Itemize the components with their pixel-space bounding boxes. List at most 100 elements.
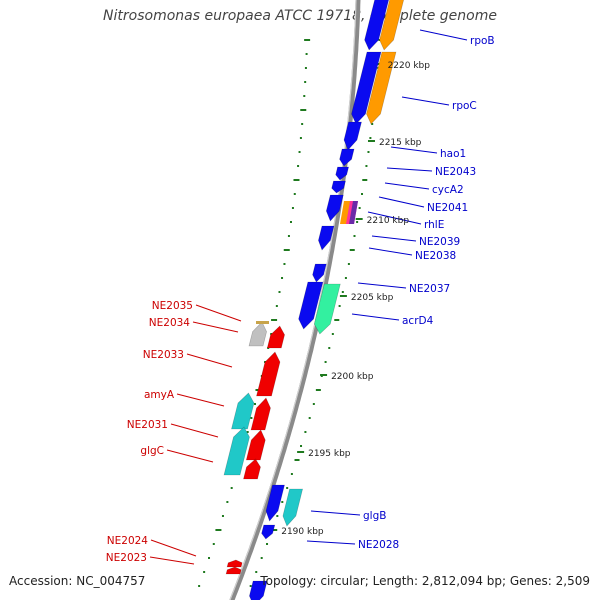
outer-tick xyxy=(365,165,368,167)
reverse-gene-label: glgC xyxy=(140,445,164,457)
inner-tick xyxy=(250,417,253,419)
outer-tick xyxy=(341,291,344,293)
kbp-label: 2210 kbp xyxy=(367,216,410,226)
inner-tick xyxy=(253,403,256,405)
forward-gene-label: NE2028 xyxy=(358,539,399,551)
reverse-gene-arrow xyxy=(226,559,243,568)
forward-gene-arrow xyxy=(318,225,335,251)
outer-tick xyxy=(356,221,359,223)
forward-leader-line xyxy=(378,196,425,208)
outer-tick xyxy=(369,137,372,139)
outer-tick xyxy=(367,151,370,153)
gene-cap xyxy=(256,321,269,324)
inner-tick xyxy=(305,53,308,55)
reverse-gene-arrow xyxy=(225,566,242,575)
reverse-leader-line xyxy=(166,449,214,463)
inner-tick xyxy=(293,179,300,181)
forward-gene-arrow xyxy=(313,283,341,335)
forward-leader-line xyxy=(367,211,422,225)
topology-text: Topology: circular; Length: 2,812,094 bp… xyxy=(260,574,590,588)
outer-tick xyxy=(249,585,252,587)
forward-gene-label: NE2037 xyxy=(409,283,450,295)
reverse-gene-label: NE2023 xyxy=(106,552,147,564)
inner-tick xyxy=(221,515,224,517)
kbp-label: 2220 kbp xyxy=(388,61,431,71)
forward-leader-line xyxy=(384,182,430,190)
inner-tick xyxy=(208,557,211,559)
forward-gene-arrow xyxy=(325,194,344,222)
outer-tick xyxy=(334,319,340,321)
kbp-major-tick xyxy=(355,218,363,220)
kbp-label: 2195 kbp xyxy=(308,449,351,459)
outer-tick xyxy=(324,361,327,363)
reverse-leader-line xyxy=(186,353,233,368)
outer-tick xyxy=(331,333,334,335)
rhlE-block-accent xyxy=(349,201,358,224)
forward-leader-line xyxy=(368,247,413,256)
inner-tick xyxy=(304,81,307,83)
outer-tick xyxy=(276,515,279,517)
inner-tick xyxy=(299,137,302,139)
forward-gene-label: NE2041 xyxy=(427,202,468,214)
forward-gene-label: rhlE xyxy=(424,219,444,231)
inner-tick xyxy=(230,487,233,489)
forward-gene-arrow xyxy=(282,488,303,527)
kbp-major-tick xyxy=(270,529,278,531)
forward-gene-arrow xyxy=(335,166,349,181)
reverse-leader-line xyxy=(150,539,197,557)
forward-leader-line xyxy=(306,540,356,545)
reverse-leader-line xyxy=(176,393,225,407)
reverse-gene-arrow xyxy=(250,397,271,431)
forward-gene-label: NE2038 xyxy=(415,250,456,262)
inner-tick xyxy=(298,151,301,153)
kbp-label: 2215 kbp xyxy=(379,138,422,148)
feature-layer xyxy=(223,0,404,600)
inner-tick xyxy=(304,39,311,41)
outer-tick xyxy=(308,417,311,419)
outer-tick xyxy=(371,123,374,125)
inner-tick xyxy=(289,221,292,223)
forward-leader-line xyxy=(351,313,400,321)
forward-gene-label: NE2039 xyxy=(419,236,460,248)
reverse-leader-line xyxy=(149,556,195,565)
forward-gene-arrow xyxy=(339,148,355,167)
inner-tick xyxy=(303,95,306,97)
outer-tick xyxy=(338,305,341,307)
forward-gene-arrow xyxy=(265,484,285,522)
inner-tick xyxy=(278,291,281,293)
outer-tick xyxy=(349,249,355,251)
reverse-gene-arrow xyxy=(248,321,267,347)
forward-gene-label: rpoB xyxy=(470,35,495,47)
forward-gene-label: glgB xyxy=(363,510,386,522)
kbp-label: 2190 kbp xyxy=(281,527,324,537)
outer-tick xyxy=(353,235,356,237)
reverse-gene-label: NE2034 xyxy=(149,317,191,329)
reverse-gene-arrow xyxy=(243,458,261,480)
inner-tick xyxy=(275,305,278,307)
label-layer: 2220 kbp 2215 kbp 2210 kbp 2205 kbp 2200 kbp… xyxy=(106,35,495,564)
forward-gene-arrow xyxy=(331,180,346,194)
forward-gene-label: NE2043 xyxy=(435,166,476,178)
leader-line-layer xyxy=(149,29,468,565)
outer-tick xyxy=(281,501,284,503)
kbp-label: 2200 kbp xyxy=(331,372,374,382)
forward-gene-arrow xyxy=(298,281,324,330)
forward-gene-arrow xyxy=(343,121,362,151)
inner-tick xyxy=(304,67,307,69)
forward-gene-arrow xyxy=(379,0,404,51)
reverse-gene-arrow xyxy=(231,392,255,430)
kbp-major-tick xyxy=(297,451,305,453)
forward-gene-label: cycA2 xyxy=(432,184,464,196)
outer-tick xyxy=(286,487,289,489)
reverse-gene-label: NE2033 xyxy=(143,349,184,361)
kbp-major-tick xyxy=(339,295,347,297)
forward-gene-arrow xyxy=(261,524,276,540)
reverse-gene-label: amyA xyxy=(144,389,175,401)
inner-tick xyxy=(226,501,229,503)
reverse-gene-label: NE2035 xyxy=(152,300,193,312)
inner-tick xyxy=(215,529,222,531)
inner-tick xyxy=(300,109,307,111)
forward-gene-label: rpoC xyxy=(452,100,477,112)
inner-tick xyxy=(212,543,215,545)
